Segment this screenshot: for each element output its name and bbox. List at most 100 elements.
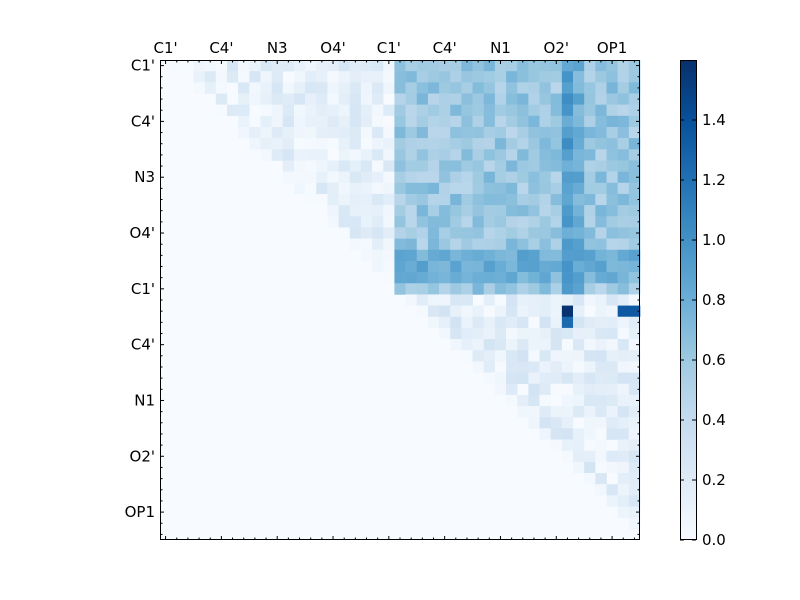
heatmap-cell (606, 126, 618, 139)
heatmap-cell (472, 104, 485, 117)
heatmap-cell (316, 71, 328, 83)
heatmap-cell (494, 160, 507, 172)
heatmap-cell (506, 305, 518, 318)
heatmap-cell (305, 60, 317, 72)
heatmap-cell (506, 82, 518, 94)
heatmap-cell (606, 495, 618, 507)
heatmap-cell (405, 104, 418, 117)
x-tick-label: C4' (209, 39, 233, 57)
heatmap-cell (573, 361, 585, 373)
heatmap-cell (483, 171, 496, 184)
heatmap-cell (405, 60, 418, 72)
heatmap-cell (561, 316, 574, 329)
heatmap-cell (338, 115, 351, 128)
heatmap-cell (372, 115, 384, 128)
heatmap-cell (595, 361, 607, 373)
heatmap-cell (494, 316, 507, 329)
heatmap-cell (584, 71, 596, 83)
heatmap-cell (595, 205, 607, 217)
heatmap-cell (584, 171, 596, 184)
heatmap-cell (483, 361, 496, 373)
heatmap-cell (439, 171, 451, 184)
heatmap-cell (584, 60, 596, 72)
heatmap-cell (584, 361, 596, 373)
heatmap-cell (249, 126, 261, 139)
heatmap-cell (539, 182, 551, 195)
heatmap-cell (528, 417, 540, 429)
heatmap-cell (271, 60, 284, 72)
heatmap-cell (550, 316, 563, 329)
heatmap-cell (439, 227, 451, 239)
heatmap-cell (628, 517, 641, 530)
heatmap-cell (550, 160, 563, 172)
heatmap-cell (617, 350, 630, 362)
heatmap-cell (561, 82, 574, 94)
heatmap-cell (338, 126, 351, 139)
heatmap-cell (416, 93, 429, 105)
heatmap-cell (416, 305, 429, 318)
heatmap-cell (372, 71, 384, 83)
heatmap-cell (383, 171, 395, 184)
heatmap-cell (617, 406, 630, 418)
heatmap-cell (427, 216, 440, 228)
heatmap-cell (573, 272, 585, 284)
heatmap-cell (461, 104, 473, 117)
heatmap-cell (226, 60, 239, 72)
heatmap-cell (349, 104, 362, 117)
heatmap-cell (282, 115, 295, 128)
heatmap-cell (595, 350, 607, 362)
heatmap-cell (617, 450, 630, 463)
heatmap-cell (416, 160, 429, 172)
heatmap-cell (416, 227, 429, 239)
heatmap-cell (573, 193, 585, 206)
heatmap-cell (271, 115, 284, 128)
heatmap-cell (539, 305, 551, 318)
heatmap-cell (282, 82, 295, 94)
heatmap-cell (472, 160, 485, 172)
heatmap-cell (595, 115, 607, 128)
heatmap-cell (483, 238, 496, 251)
heatmap-cell (561, 394, 574, 407)
heatmap-cell (472, 316, 485, 329)
heatmap-cell (461, 171, 473, 184)
heatmap-cell (573, 283, 585, 295)
heatmap-cell (305, 104, 317, 117)
heatmap-cell (550, 372, 563, 385)
heatmap-cell (483, 305, 496, 318)
heatmap-cell (338, 171, 351, 184)
heatmap-cell (628, 104, 641, 117)
heatmap-cell (439, 71, 451, 83)
heatmap-cell (405, 193, 418, 206)
heatmap-cell (483, 249, 496, 262)
heatmap-cell (427, 238, 440, 251)
heatmap-cell (327, 60, 339, 72)
heatmap-cell (450, 327, 462, 340)
heatmap-cell (539, 71, 551, 83)
heatmap-cell (461, 138, 473, 150)
heatmap-cell (628, 60, 641, 72)
heatmap-cell (584, 115, 596, 128)
heatmap-cell (595, 104, 607, 117)
heatmap-cell (372, 93, 384, 105)
heatmap-cell (506, 283, 518, 295)
heatmap-cell (316, 171, 328, 184)
heatmap-cell (550, 305, 563, 318)
heatmap-cell (327, 182, 339, 195)
heatmap-cell (617, 461, 630, 474)
heatmap-cell (539, 104, 551, 117)
heatmap-cell (617, 115, 630, 128)
heatmap-cell (617, 205, 630, 217)
heatmap-cell (550, 138, 563, 150)
heatmap-cell (517, 126, 529, 139)
heatmap-cell (517, 249, 529, 262)
heatmap-cell (539, 193, 551, 206)
heatmap-cell (606, 283, 618, 295)
heatmap-cell (494, 104, 507, 117)
heatmap-cell (606, 484, 618, 496)
heatmap-cell (282, 60, 295, 72)
heatmap-cell (450, 126, 462, 139)
heatmap-cell (628, 205, 641, 217)
heatmap-cell (539, 60, 551, 72)
heatmap-cell (628, 439, 641, 451)
heatmap-cell (472, 182, 485, 195)
